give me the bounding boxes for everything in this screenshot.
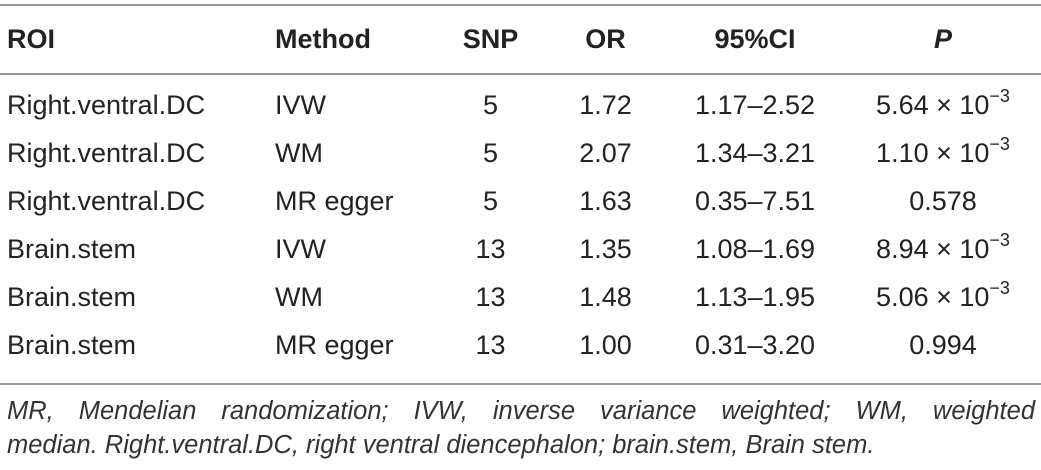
cell-ci: 0.31–3.20	[694, 329, 816, 360]
p-mantissa: 0.994	[909, 329, 977, 360]
cell-p: 1.10 × 10−3	[845, 129, 1041, 177]
cell-p: 8.94 × 10−3	[845, 225, 1041, 273]
table-row: Right.ventral.DC WM 5 2.07 1.34–3.21 1.1…	[0, 129, 1041, 177]
cell-or: 1.00	[579, 329, 632, 360]
cell-ci: 1.34–3.21	[694, 137, 816, 168]
cell-snp: 5	[482, 89, 499, 120]
results-table: ROI Method SNP OR 95%CI P Right.ventral.…	[0, 6, 1041, 369]
cell-or: 1.35	[579, 233, 632, 264]
cell-ci: 0.35–7.51	[694, 185, 816, 216]
header-method: Method	[275, 24, 371, 54]
table-bottom-rule	[0, 383, 1041, 385]
p-exponent: −3	[989, 229, 1010, 250]
header-roi: ROI	[7, 24, 56, 54]
cell-snp: 13	[475, 281, 506, 312]
header-snp: SNP	[462, 24, 519, 54]
cell-roi: Right.ventral.DC	[7, 185, 206, 216]
cell-method: WM	[275, 281, 323, 312]
cell-or: 2.07	[579, 137, 632, 168]
cell-or: 1.63	[579, 185, 632, 216]
table-row: Right.ventral.DC MR egger 5 1.63 0.35–7.…	[0, 177, 1041, 225]
cell-roi: Right.ventral.DC	[7, 137, 206, 168]
header-or: OR	[585, 24, 626, 54]
cell-roi: Brain.stem	[7, 329, 137, 360]
cell-p: 5.64 × 10−3	[845, 73, 1041, 129]
table-header-row: ROI Method SNP OR 95%CI P	[0, 6, 1041, 73]
header-p: P	[933, 24, 952, 54]
p-mantissa: 1.10 × 10	[876, 137, 990, 168]
cell-ci: 1.08–1.69	[694, 233, 816, 264]
cell-snp: 5	[482, 137, 499, 168]
table-footnote: MR, Mendelian randomization; IVW, invers…	[7, 394, 1035, 462]
header-ci: 95%CI	[714, 24, 796, 54]
cell-or: 1.72	[579, 89, 632, 120]
cell-ci: 1.13–1.95	[694, 281, 816, 312]
cell-roi: Brain.stem	[7, 281, 137, 312]
p-exponent: −3	[989, 85, 1010, 106]
cell-method: MR egger	[275, 185, 394, 216]
cell-method: WM	[275, 137, 323, 168]
cell-method: IVW	[275, 233, 326, 264]
table-row: Brain.stem MR egger 13 1.00 0.31–3.20 0.…	[0, 321, 1041, 369]
cell-snp: 13	[475, 233, 506, 264]
cell-method: MR egger	[275, 329, 394, 360]
cell-roi: Brain.stem	[7, 233, 137, 264]
p-mantissa: 5.06 × 10	[876, 281, 990, 312]
cell-p: 0.994	[845, 321, 1041, 369]
table-header-rule	[0, 73, 1041, 75]
p-mantissa: 5.64 × 10	[876, 89, 990, 120]
table-top-rule	[0, 4, 1041, 6]
table-row: Brain.stem IVW 13 1.35 1.08–1.69 8.94 × …	[0, 225, 1041, 273]
cell-ci: 1.17–2.52	[694, 89, 816, 120]
p-mantissa: 0.578	[909, 185, 977, 216]
p-exponent: −3	[989, 277, 1010, 298]
cell-method: IVW	[275, 89, 326, 120]
table-row: Brain.stem WM 13 1.48 1.13–1.95 5.06 × 1…	[0, 273, 1041, 321]
p-mantissa: 8.94 × 10	[876, 233, 990, 264]
cell-p: 0.578	[845, 177, 1041, 225]
cell-snp: 13	[475, 329, 506, 360]
cell-snp: 5	[482, 185, 499, 216]
cell-p: 5.06 × 10−3	[845, 273, 1041, 321]
footnote-line-2: median. Right.ventral.DC, right ventral …	[7, 431, 875, 459]
p-exponent: −3	[989, 133, 1010, 154]
cell-or: 1.48	[579, 281, 632, 312]
cell-roi: Right.ventral.DC	[7, 89, 206, 120]
footnote-line-1: MR, Mendelian randomization; IVW, invers…	[7, 397, 1035, 425]
table-row: Right.ventral.DC IVW 5 1.72 1.17–2.52 5.…	[0, 73, 1041, 129]
